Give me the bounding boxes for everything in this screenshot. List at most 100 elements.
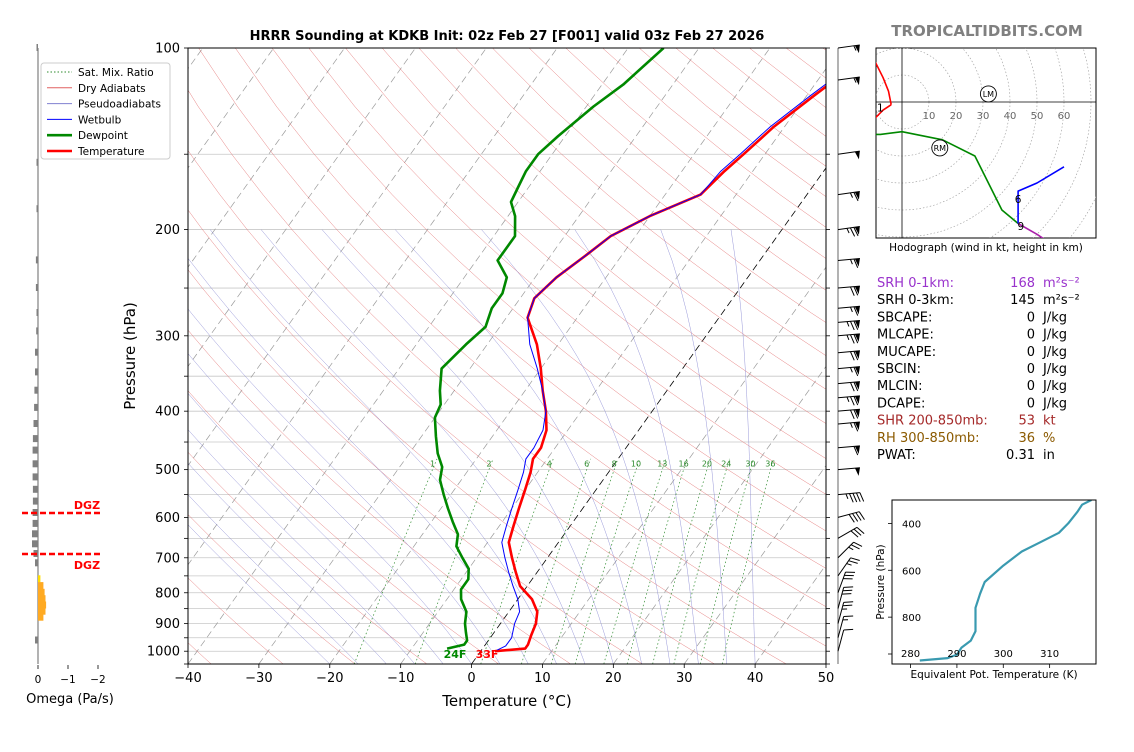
barb-full (849, 493, 853, 502)
hodo-ring-label: 60 (1058, 111, 1071, 122)
wind-barb (838, 396, 861, 407)
series-wetbulb-line (495, 48, 873, 651)
barb-full (844, 573, 853, 579)
stat-label: MLCIN: (877, 379, 922, 394)
x-tick-label: −20 (316, 671, 343, 686)
isotherm-line (117, 48, 557, 664)
barb-full (850, 227, 854, 236)
y-tick-label: 100 (155, 42, 180, 57)
pseudoadiabat (18, 230, 387, 664)
barb-full (844, 584, 853, 589)
barb-full (850, 321, 854, 330)
mixing-ratio-label: 10 (631, 460, 641, 469)
hodo-marker-label: LM (983, 90, 994, 99)
dgz-label: DGZ (74, 499, 100, 512)
omega-bar (37, 205, 39, 212)
omega-bar (33, 435, 38, 442)
wind-barb (838, 259, 861, 270)
wind-barb (838, 492, 864, 503)
omega-bar (36, 327, 38, 334)
skewt-profiles (435, 48, 876, 651)
stat-unit: J/kg (1042, 396, 1067, 411)
wind-barb (838, 45, 861, 56)
mixing-ratio-line (653, 459, 711, 664)
theta-e-xtick-label: 280 (901, 649, 920, 660)
mixing-ratio-line (722, 459, 773, 664)
stat-unit: J/kg (1042, 345, 1067, 360)
x-tick-label: −40 (174, 671, 201, 686)
barb-half (847, 397, 849, 402)
x-axis-label: Temperature (°C) (441, 692, 571, 710)
stat-value: 168 (1010, 276, 1035, 291)
wind-barb (838, 227, 861, 239)
theta-e-ytick-label: 600 (902, 566, 921, 577)
wind-barb (838, 409, 861, 420)
stat-value: 36 (1018, 431, 1035, 446)
stat-label: MLCAPE: (877, 328, 934, 343)
hodo-height-label: 2 (864, 86, 871, 98)
wind-barb (838, 599, 853, 625)
surface-temperature-label: 33F (476, 648, 499, 661)
wind-barb (838, 614, 853, 640)
pseudoadiabat (130, 230, 500, 664)
mixing-ratio-label: 1 (430, 460, 435, 469)
wind-barb (838, 446, 861, 457)
y-tick-label: 900 (155, 617, 180, 632)
barb-half (847, 335, 849, 340)
watermark: TROPICALTIDBITS.COM (891, 22, 1083, 40)
omega-bar (35, 637, 38, 644)
series-dewpoint-line (435, 48, 664, 649)
barb-full (854, 540, 862, 548)
wind-barb (838, 555, 860, 581)
mixing-ratio-label: 24 (721, 460, 731, 469)
wind-barb (838, 584, 853, 610)
legend-label: Temperature (77, 146, 145, 158)
pseudoadiabat (322, 230, 613, 664)
omega-bar (38, 614, 43, 621)
barb-full (850, 396, 854, 405)
mixing-ratio-line (700, 459, 753, 664)
stat-value: 0 (1027, 379, 1035, 394)
wind-barb (838, 569, 855, 596)
y-tick-label: 700 (155, 551, 180, 566)
stat-unit: kt (1043, 414, 1056, 429)
barb-half (850, 367, 852, 372)
hodo-height-label: 6 (1015, 194, 1022, 206)
mixing-ratio-label: 4 (547, 460, 552, 469)
omega-bar (36, 284, 38, 291)
omega-bar (33, 486, 38, 493)
wind-barb (838, 77, 861, 88)
wind-barb (838, 334, 861, 345)
legend-label: Pseudoadiabats (78, 99, 161, 111)
omega-tick-label: −1 (60, 674, 75, 686)
theta-e-frame (892, 500, 1096, 664)
mixing-ratio-line (575, 459, 640, 664)
omega-bar (33, 520, 38, 527)
omega-bar (35, 349, 38, 356)
stat-value: 145 (1010, 293, 1035, 308)
mixing-ratio-label: 16 (679, 460, 689, 469)
y-tick-label: 1000 (147, 645, 180, 660)
hodo-ring-label: 40 (1004, 111, 1017, 122)
omega-bar (37, 159, 39, 166)
mixing-ratio-label: 2 (486, 460, 491, 469)
omega-bar (33, 460, 38, 467)
omega-bar (37, 309, 39, 316)
stat-unit: m²s⁻² (1043, 293, 1080, 308)
stat-label: DCAPE: (877, 396, 925, 411)
omega-bar (35, 368, 38, 375)
mixing-ratio-label: 30 (745, 460, 755, 469)
stat-label: MUCAPE: (877, 345, 936, 360)
barb-half (846, 494, 848, 499)
theta-e-xlabel: Equivalent Pot. Temperature (K) (910, 669, 1077, 681)
omega-tick-label: 0 (35, 674, 42, 686)
y-tick-label: 400 (155, 405, 180, 420)
theta-e-line (920, 500, 1092, 661)
pseudoadiabat (42, 230, 415, 664)
surface-dewpoint-label: 24F (444, 648, 467, 661)
isotherm-line (188, 48, 628, 664)
barb-full (842, 591, 851, 596)
y-tick-label: 200 (155, 223, 180, 238)
